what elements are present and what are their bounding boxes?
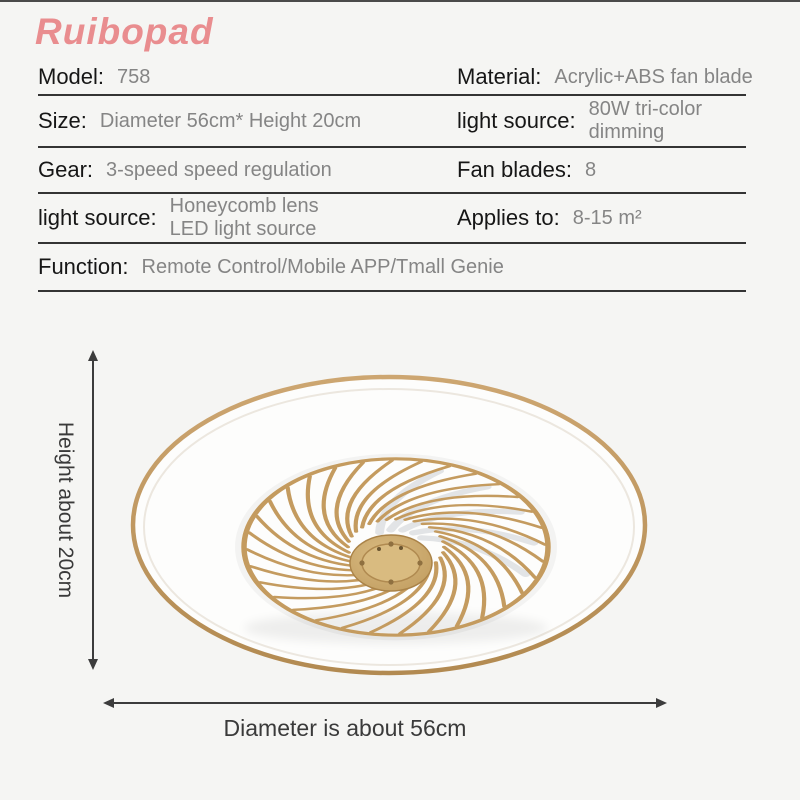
- size-value: Diameter 56cm* Height 20cm: [99, 109, 362, 132]
- spec-cell-material: Material: Acrylic+ABS fan blade: [457, 64, 753, 90]
- light-source-type-label: light source:: [38, 205, 157, 230]
- arrow-down-icon: [88, 659, 98, 670]
- fan-blades-behind-cage: [375, 468, 539, 578]
- applies-to-label: Applies to:: [457, 205, 560, 230]
- size-label: Size:: [38, 108, 87, 133]
- spec-row-lightsource-applies: light source: Honeycomb lens LED light s…: [38, 194, 746, 244]
- height-dimension-arrow: [92, 359, 94, 661]
- spec-cell-light-source-type: light source: Honeycomb lens LED light s…: [38, 195, 457, 241]
- cage-shadow: [244, 612, 548, 644]
- material-label: Material:: [457, 64, 542, 89]
- function-label: Function:: [38, 254, 129, 279]
- light-source-power-label: light source:: [457, 108, 576, 133]
- fan-blades-value: 8: [584, 158, 597, 181]
- spec-cell-gear: Gear: 3-speed speed regulation: [38, 157, 457, 183]
- arrow-right-icon: [656, 698, 667, 708]
- spec-cell-fan-blades: Fan blades: 8: [457, 157, 746, 183]
- fan-blades-label: Fan blades:: [457, 157, 572, 182]
- applies-to-value: 8-15 m²: [572, 206, 642, 229]
- spec-row-model-material: Model: 758 Material: Acrylic+ABS fan bla…: [38, 60, 753, 96]
- spec-cell-light-source-power: light source: 80W tri-color dimming: [457, 98, 746, 144]
- function-value: Remote Control/Mobile APP/Tmall Genie: [141, 255, 504, 278]
- spec-table: Model: 758 Material: Acrylic+ABS fan bla…: [38, 60, 753, 292]
- material-value: Acrylic+ABS fan blade: [554, 65, 753, 88]
- fan-outer-ring: [130, 374, 648, 676]
- top-divider: [0, 0, 800, 2]
- arrow-up-icon: [88, 350, 98, 361]
- fan-cage-rim: [241, 457, 551, 637]
- diameter-dimension-label: Diameter is about 56cm: [223, 715, 467, 741]
- fan-cage-swirl: [245, 459, 547, 635]
- spec-cell-applies-to: Applies to: 8-15 m²: [457, 205, 746, 231]
- arrow-left-icon: [103, 698, 114, 708]
- light-source-power-value: 80W tri-color dimming: [588, 98, 702, 143]
- model-label: Model:: [38, 64, 105, 89]
- spec-cell-size: Size: Diameter 56cm* Height 20cm: [38, 108, 457, 134]
- spec-row-size-lightsource: Size: Diameter 56cm* Height 20cm light s…: [38, 96, 746, 148]
- spec-row-function: Function: Remote Control/Mobile APP/Tmal…: [38, 244, 746, 292]
- height-dimension-label: Height about 20cm: [54, 421, 77, 599]
- gear-label: Gear:: [38, 157, 94, 182]
- fan-hub: [349, 534, 433, 592]
- spec-cell-function: Function: Remote Control/Mobile APP/Tmal…: [38, 254, 746, 280]
- brand-logo: Ruibopad: [35, 11, 214, 52]
- light-source-type-value: Honeycomb lens LED light source: [169, 195, 319, 240]
- spec-row-gear-blades: Gear: 3-speed speed regulation Fan blade…: [38, 148, 746, 194]
- gear-value: 3-speed speed regulation: [106, 158, 332, 181]
- model-value: 758: [117, 65, 151, 88]
- diameter-dimension-arrow: [112, 702, 658, 704]
- spec-cell-model: Model: 758: [38, 64, 457, 90]
